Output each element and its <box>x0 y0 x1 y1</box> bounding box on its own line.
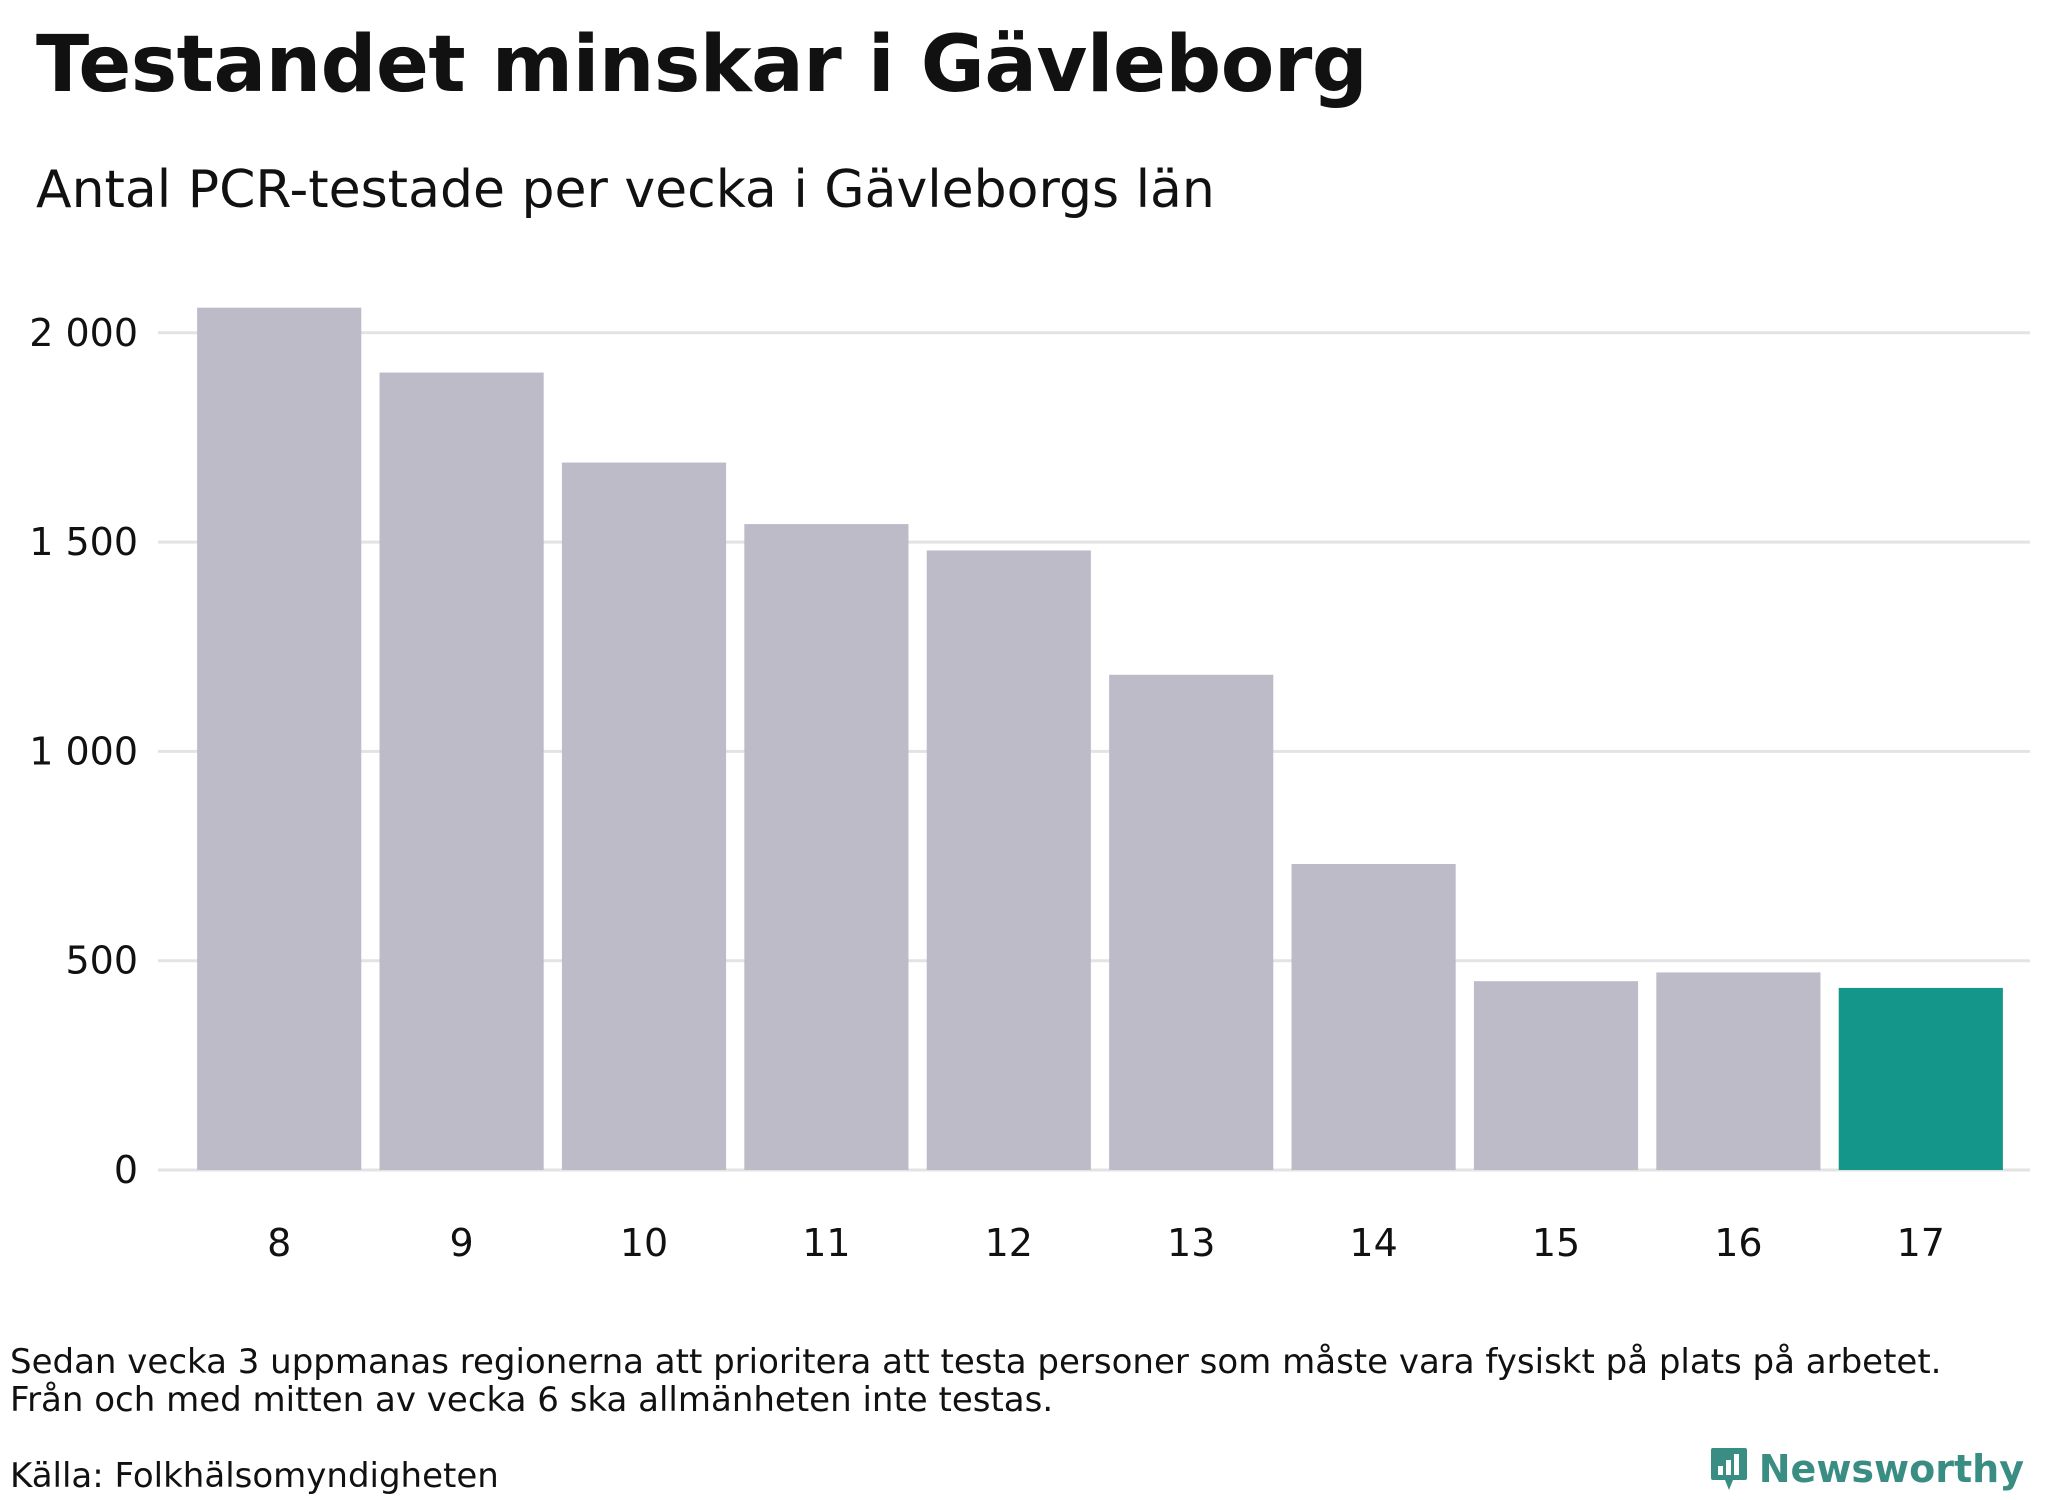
x-tick-label: 14 <box>1349 1221 1397 1265</box>
x-tick-label: 11 <box>802 1221 850 1265</box>
bar-week-11 <box>744 524 908 1170</box>
newsworthy-logo: Newsworthy <box>1709 1446 2024 1492</box>
bar-week-10 <box>562 463 726 1170</box>
y-tick-label: 1 000 <box>29 729 138 773</box>
x-tick-label: 9 <box>450 1221 474 1265</box>
bar-week-14 <box>1292 864 1456 1170</box>
x-axis-ticks: 8 9 10 11 12 13 14 15 16 17 <box>267 1221 1945 1265</box>
bar-chart: 0 500 1 000 1 500 2 000 8 9 10 11 12 13 14 15 16 17 <box>0 260 2048 1300</box>
x-tick-label: 8 <box>267 1221 291 1265</box>
note-line-1: Sedan vecka 3 uppmanas regionerna att pr… <box>10 1343 2040 1381</box>
y-tick-label: 500 <box>65 939 138 983</box>
bar-week-17 <box>1839 988 2003 1170</box>
note-line-2: Från och med mitten av vecka 6 ska allmä… <box>10 1381 2040 1419</box>
x-tick-label: 17 <box>1897 1221 1945 1265</box>
bar-week-16 <box>1656 972 1820 1170</box>
y-tick-label: 2 000 <box>29 311 138 355</box>
bars <box>197 308 2003 1170</box>
newsworthy-logo-icon <box>1709 1446 1749 1492</box>
x-tick-label: 10 <box>620 1221 668 1265</box>
chart-subtitle: Antal PCR-testade per vecka i Gävleborgs… <box>36 160 1215 220</box>
bar-week-13 <box>1109 675 1273 1170</box>
y-axis-ticks: 0 500 1 000 1 500 2 000 <box>29 311 138 1192</box>
x-tick-label: 12 <box>985 1221 1033 1265</box>
source-text: Källa: Folkhälsomyndigheten <box>10 1456 499 1496</box>
bar-week-12 <box>927 550 1091 1170</box>
y-tick-label: 0 <box>114 1148 138 1192</box>
bar-week-15 <box>1474 981 1638 1170</box>
bar-week-8 <box>197 308 361 1170</box>
x-tick-label: 15 <box>1532 1221 1580 1265</box>
y-tick-label: 1 500 <box>29 520 138 564</box>
brand-name: Newsworthy <box>1759 1447 2024 1491</box>
chart-note: Sedan vecka 3 uppmanas regionerna att pr… <box>10 1343 2040 1419</box>
bar-week-9 <box>380 373 544 1170</box>
chart-title: Testandet minskar i Gävleborg <box>36 20 1367 110</box>
x-tick-label: 16 <box>1714 1221 1762 1265</box>
x-tick-label: 13 <box>1167 1221 1215 1265</box>
